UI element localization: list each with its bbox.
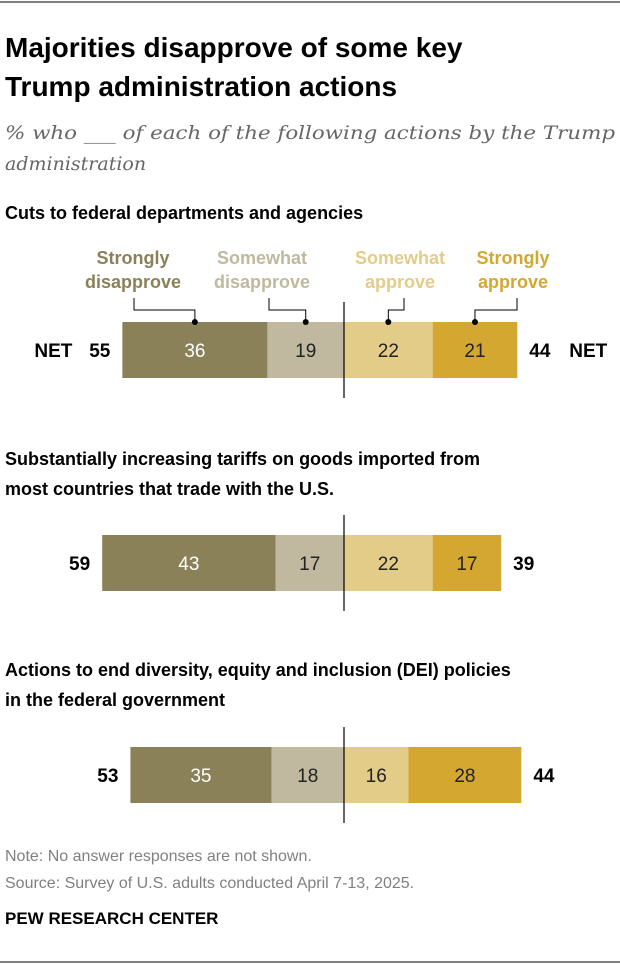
- bar-strongly-disapprove: [102, 535, 276, 591]
- bar-strongly-disapprove: [130, 747, 272, 803]
- legend-leader-dot: [471, 319, 478, 325]
- bar-somewhat-approve: [344, 535, 433, 591]
- chart-subtitle-line-1: % who ___ of each of the following actio…: [5, 122, 615, 144]
- net-prefix-right: NET: [569, 341, 607, 362]
- net-disapprove: 53: [97, 766, 118, 787]
- data-label: 22: [378, 341, 399, 362]
- data-label: 19: [295, 341, 316, 362]
- bar-somewhat-disapprove: [267, 322, 344, 378]
- data-label: 36: [184, 341, 205, 362]
- question-label: in the federal government: [5, 690, 225, 710]
- net-approve: 39: [513, 554, 534, 575]
- legend-label: approve: [365, 272, 435, 292]
- bar-somewhat-approve: [344, 747, 409, 803]
- net-prefix-left: NET: [34, 341, 72, 362]
- net-disapprove: 55: [89, 341, 111, 362]
- plot-area: Cuts to federal departments and agencies…: [5, 203, 608, 823]
- net-approve: 44: [533, 766, 555, 787]
- data-label: 28: [454, 766, 475, 787]
- legend-leader-line: [133, 298, 196, 322]
- chart-title-line-1: Majorities disapprove of some key: [5, 32, 463, 63]
- data-label: 43: [178, 554, 199, 575]
- net-approve: 44: [529, 341, 551, 362]
- legend-label: Strongly: [96, 248, 169, 268]
- legend-leader-line: [268, 298, 307, 322]
- source: Source: Survey of U.S. adults conducted …: [5, 875, 414, 892]
- chart-subtitle-line-2: administration: [5, 153, 146, 175]
- bar-somewhat-disapprove: [271, 747, 344, 803]
- legend-label: Somewhat: [217, 248, 307, 268]
- legend-label: approve: [478, 272, 548, 292]
- legend-leader-line: [387, 298, 405, 322]
- legend-leader-dot: [302, 319, 309, 325]
- footnote: Note: No answer responses are not shown.: [5, 848, 312, 865]
- question-label: Cuts to federal departments and agencies: [5, 203, 363, 223]
- data-label: 16: [366, 766, 387, 787]
- bar-somewhat-disapprove: [275, 535, 344, 591]
- data-label: 18: [297, 766, 318, 787]
- bar-strongly-approve: [432, 322, 518, 378]
- legend-label: Strongly: [476, 248, 549, 268]
- data-label: 21: [464, 341, 485, 362]
- chart-title-line-2: Trump administration actions: [5, 71, 397, 102]
- legend-label: disapprove: [214, 272, 310, 292]
- question-label: most countries that trade with the U.S.: [5, 479, 334, 499]
- data-label: 17: [299, 554, 320, 575]
- question-label: Actions to end diversity, equity and inc…: [5, 660, 511, 680]
- legend-label: disapprove: [85, 272, 181, 292]
- legend-leader-line: [474, 298, 518, 322]
- bar-strongly-disapprove: [122, 322, 268, 378]
- data-label: 22: [378, 554, 399, 575]
- data-label: 35: [190, 766, 211, 787]
- bar-strongly-approve: [408, 747, 522, 803]
- brand-label: PEW RESEARCH CENTER: [5, 909, 218, 928]
- legend-leader-dot: [191, 319, 198, 325]
- legend-label: Somewhat: [355, 248, 445, 268]
- net-disapprove: 59: [69, 554, 90, 575]
- data-label: 17: [456, 554, 477, 575]
- bar-strongly-approve: [432, 535, 502, 591]
- question-label: Substantially increasing tariffs on good…: [5, 449, 480, 469]
- legend-leader-dot: [385, 319, 392, 325]
- bar-somewhat-approve: [344, 322, 433, 378]
